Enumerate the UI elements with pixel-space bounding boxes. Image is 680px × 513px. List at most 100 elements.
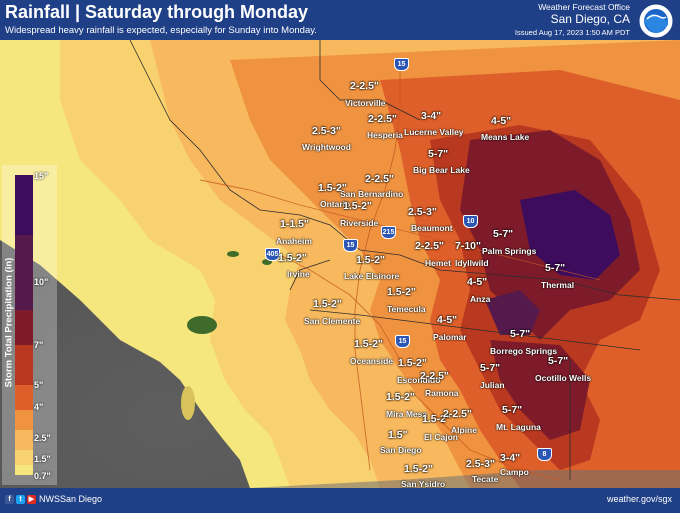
place-label: Palomar <box>433 332 467 342</box>
amount-label: 2-2.5" <box>365 173 394 185</box>
road-lines <box>199 70 601 481</box>
legend-tick: 2.5" <box>34 433 51 443</box>
amount-label: 5-7" <box>428 148 449 160</box>
legend-tick: 7" <box>34 340 44 350</box>
header: Rainfall | Saturday through Monday Wides… <box>0 0 680 40</box>
amount-label: 2.5-3" <box>408 206 437 218</box>
amount-label: 5-7" <box>502 404 523 416</box>
website-link[interactable]: weather.gov/sgx <box>606 494 672 504</box>
amount-label: 5-7" <box>493 228 514 240</box>
amount-label: 4-5" <box>437 314 458 326</box>
legend-swatch <box>15 450 33 465</box>
county-lines <box>129 40 680 480</box>
place-label: Riverside <box>340 218 379 228</box>
place-label: Thermal <box>541 280 575 290</box>
place-label: Anza <box>470 294 491 304</box>
amount-label: 4-5" <box>467 276 488 288</box>
rainfall-map <box>0 40 680 488</box>
amount-label: 1.5-2" <box>354 338 383 350</box>
amount-label: 5-7" <box>545 262 566 274</box>
amount-label: 5-7" <box>480 362 501 374</box>
place-label: Victorville <box>345 98 386 108</box>
place-label: Mt. Laguna <box>496 422 541 432</box>
legend-swatch <box>15 385 33 410</box>
place-label: San Ysidro <box>401 479 446 489</box>
place-label: Ontario <box>320 199 351 209</box>
amount-label: 2-2.5" <box>415 240 444 252</box>
place-label: Lake Elsinore <box>344 271 400 281</box>
amount-label: 4-5" <box>491 115 512 127</box>
rain-zone-7-south <box>490 340 590 440</box>
amount-label: 1.5-2" <box>386 391 415 403</box>
place-label: San Clemente <box>304 316 361 326</box>
amount-label: 5-7" <box>510 328 531 340</box>
legend-tick: 4" <box>34 402 44 412</box>
amount-label: 1.5-2" <box>398 357 427 369</box>
legend-swatch <box>15 345 33 385</box>
place-label: Hesperia <box>367 130 403 140</box>
amount-label: 2.5-3" <box>466 458 495 470</box>
highway-shield: 15 <box>343 239 358 252</box>
amount-label: 2-2.5" <box>368 113 397 125</box>
place-label: El Cajon <box>424 432 459 442</box>
rain-zone-10 <box>520 190 620 280</box>
place-label: Hemet <box>425 258 451 268</box>
amount-label: 1.5-2" <box>278 252 307 264</box>
legend-swatch <box>15 235 33 310</box>
amount-label: 2-2.5" <box>420 370 449 382</box>
amount-label: 5-7" <box>548 355 569 367</box>
legend-swatch <box>15 310 33 345</box>
legend-swatch <box>15 175 33 235</box>
place-label: Oceanside <box>350 356 393 366</box>
page-title: Rainfall | Saturday through Monday <box>5 2 309 22</box>
legend-tick: 0.7" <box>34 471 51 481</box>
place-label: Mira Mesa <box>386 409 428 419</box>
highway-shield: 10 <box>463 215 478 228</box>
legend: Storm Total Precipitation (in) 15" 10" 7… <box>2 165 57 485</box>
highway-shield: 215 <box>381 226 396 239</box>
place-label: Wrightwood <box>302 142 351 152</box>
amount-label: 1.5-2" <box>422 413 451 425</box>
outside-area <box>250 470 680 488</box>
amount-label: 3-4" <box>421 110 442 122</box>
amount-label: 1.5-2" <box>313 298 342 310</box>
nws-logo-icon <box>638 3 674 39</box>
amount-label: 2-2.5" <box>443 408 472 420</box>
place-label: Ramona <box>425 388 459 398</box>
amount-label: 1-1.5" <box>280 218 309 230</box>
highway-shield: 15 <box>394 58 409 71</box>
youtube-icon[interactable]: ▶ <box>27 495 36 504</box>
island-san-clemente <box>181 386 195 420</box>
place-label: Escondido <box>397 375 441 385</box>
amount-label: 1.5" <box>388 429 408 441</box>
legend-tick: 15" <box>34 171 49 181</box>
rain-zone-10-anza <box>485 290 540 335</box>
legend-color-bar <box>15 175 33 475</box>
highway-shield: 8 <box>537 448 552 461</box>
highway-shield: 15 <box>395 335 410 348</box>
legend-swatch <box>15 410 33 430</box>
amount-label: 1.5-2" <box>356 254 385 266</box>
place-label: Temecula <box>387 304 426 314</box>
highway-shield: 405 <box>265 248 280 261</box>
amount-label: 7-10" <box>455 240 481 252</box>
place-label: Tecate <box>472 474 499 484</box>
twitter-icon[interactable]: t <box>16 495 25 504</box>
legend-tick: 5" <box>34 380 44 390</box>
place-label: Julian <box>480 380 505 390</box>
subtitle: Widespread heavy rainfall is expected, e… <box>5 25 317 36</box>
place-label: Alpine <box>451 425 477 435</box>
place-label: Irvine <box>287 269 310 279</box>
amount-label: 3-4" <box>500 452 521 464</box>
office-city: San Diego, CA <box>550 12 630 26</box>
place-label: Campo <box>500 467 529 477</box>
legend-swatch <box>15 430 33 450</box>
place-label: Anaheim <box>276 236 312 246</box>
place-label: Borrego Springs <box>490 346 558 356</box>
social-handle[interactable]: NWSSan Diego <box>39 494 103 504</box>
facebook-icon[interactable]: f <box>5 495 14 504</box>
island-anacapa <box>227 251 239 257</box>
amount-label: 2.5-3" <box>312 125 341 137</box>
place-label: Ocotillo Wells <box>535 373 592 383</box>
